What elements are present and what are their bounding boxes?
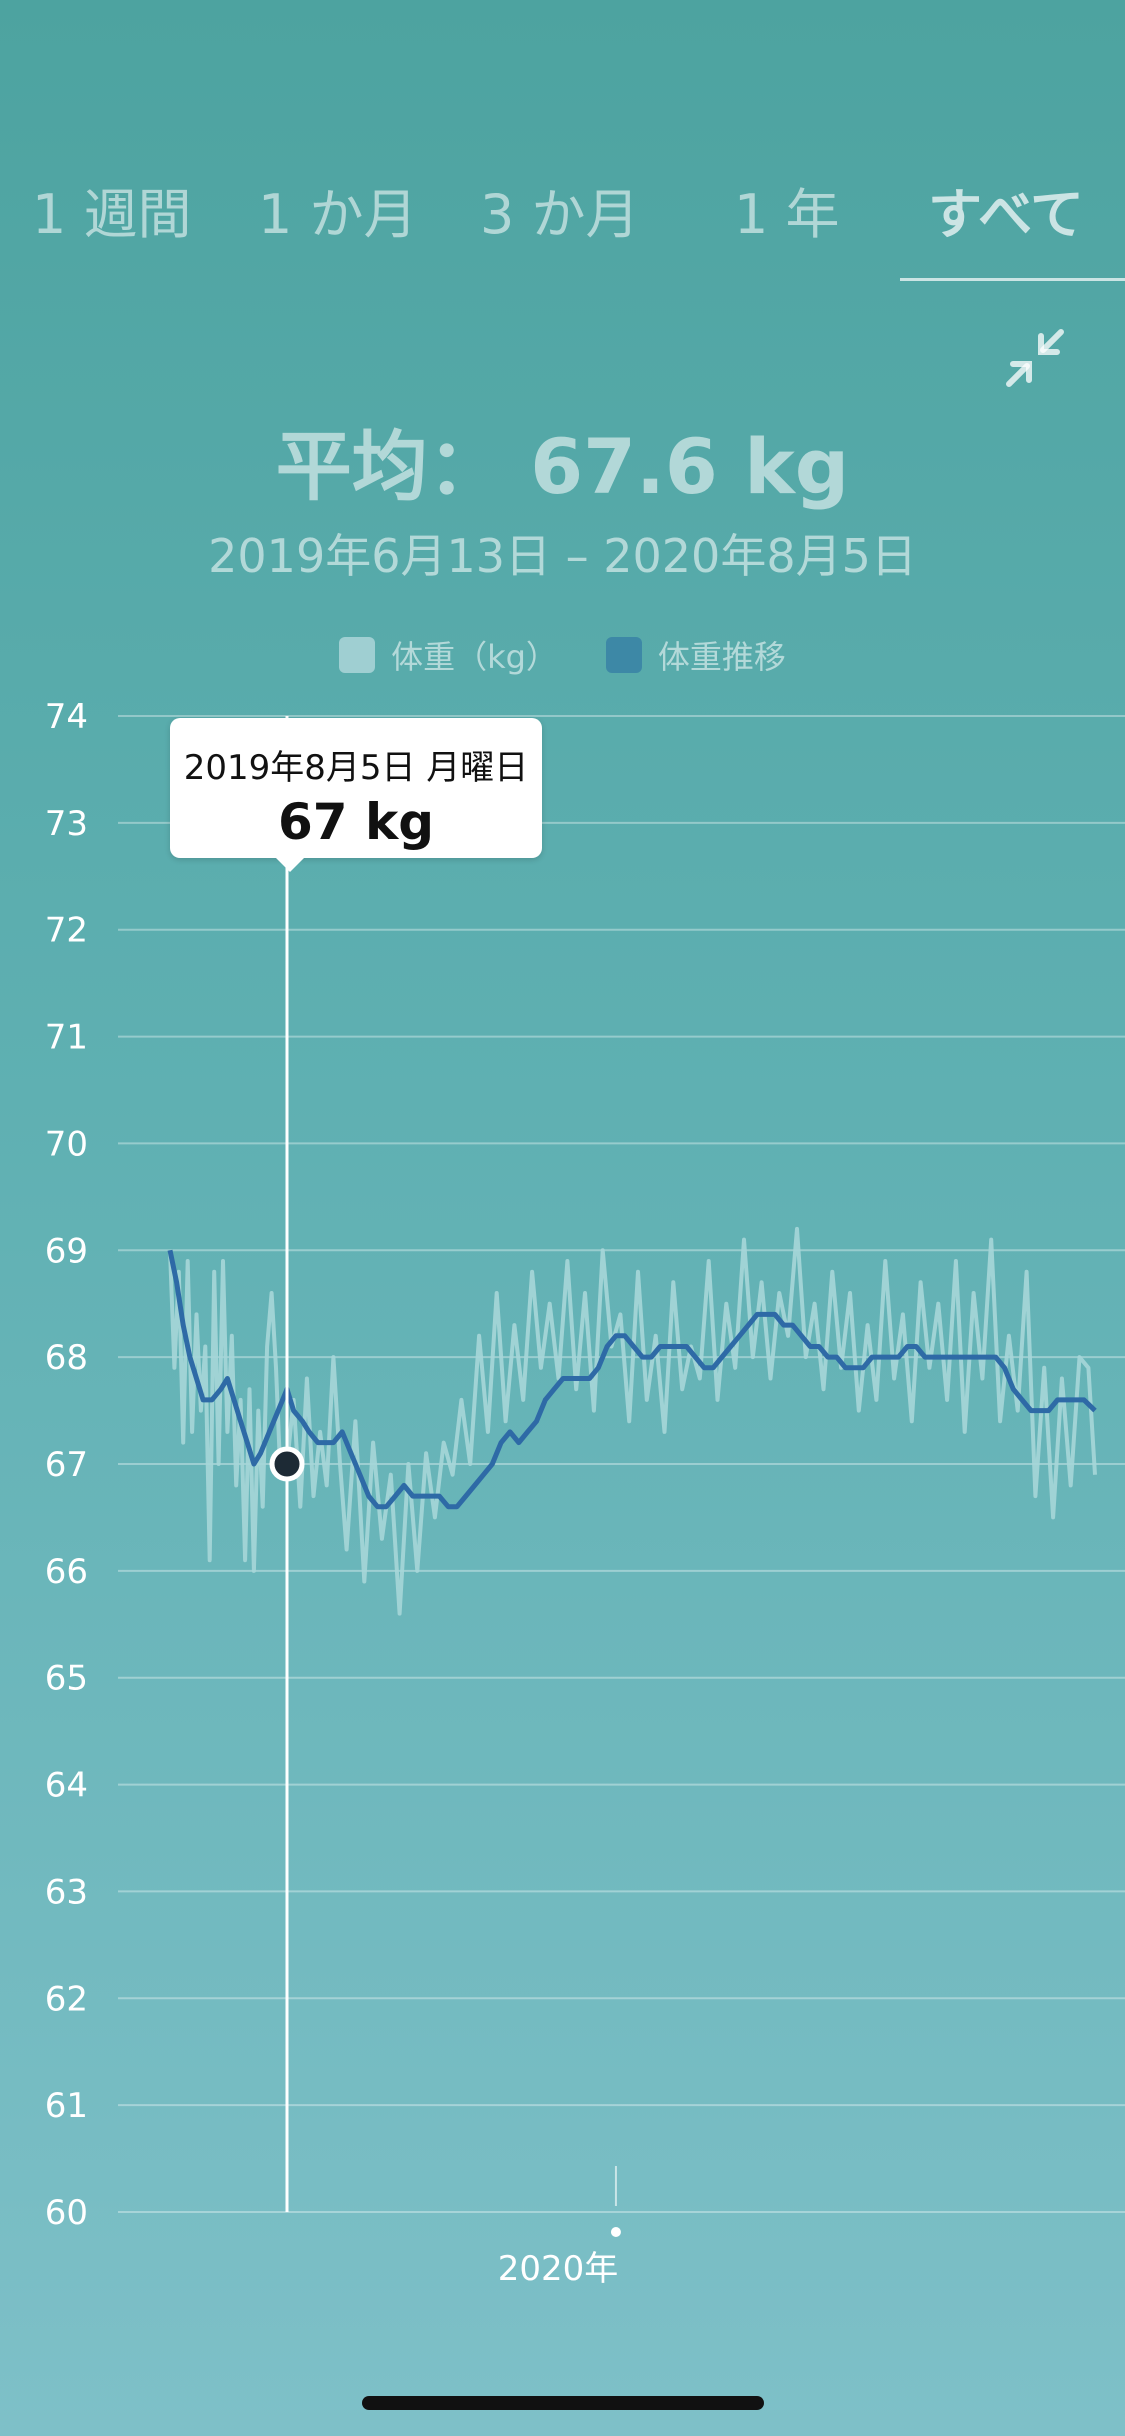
legend-item-raw: 体重（kg）: [339, 632, 558, 678]
y-tick-label-62: 62: [45, 1979, 88, 2019]
legend-label-trend: 体重推移: [657, 638, 786, 676]
legend-label-raw: 体重（kg）: [391, 638, 558, 676]
tab-1-month[interactable]: 1 か月: [258, 183, 418, 246]
y-tick-label-66: 66: [45, 1552, 88, 1592]
legend-swatch-trend: [605, 637, 642, 673]
y-tick-label-63: 63: [45, 1872, 88, 1912]
time-range-tabs: 1 週間 1 か月 3 か月 1 年 すべて: [0, 160, 1125, 281]
tab-3-months[interactable]: 3 か月: [480, 183, 640, 246]
tab-all[interactable]: すべて: [928, 183, 1085, 246]
y-tick-label-73: 73: [45, 804, 88, 844]
selected-point: [269, 1446, 305, 1482]
y-tick-label-64: 64: [45, 1766, 88, 1806]
tooltip-date: 2019年8月5日 月曜日: [183, 748, 529, 788]
average-summary: 平均： 67.6 kg: [275, 422, 850, 511]
legend-item-trend: 体重推移: [605, 632, 786, 678]
y-tick-label-72: 72: [45, 911, 88, 951]
y-tick-label-69: 69: [45, 1231, 88, 1271]
collapse-arrows-icon[interactable]: [1005, 328, 1065, 388]
chart-legend: 体重（kg） 体重推移: [0, 632, 1125, 678]
selection-tooltip: 2019年8月5日 月曜日 67 kg: [170, 718, 542, 872]
y-tick-label-60: 60: [45, 2193, 88, 2233]
tooltip-arrow: [276, 858, 304, 872]
home-indicator[interactable]: [362, 2396, 764, 2410]
y-tick-label-67: 67: [45, 1445, 88, 1485]
y-tick-label-74: 74: [45, 697, 88, 737]
active-tab-underline: [900, 278, 1125, 281]
y-tick-label-65: 65: [45, 1659, 88, 1699]
tooltip-value: 67 kg: [277, 793, 435, 851]
x-tick-dot: [610, 2227, 621, 2237]
y-tick-label-61: 61: [45, 2086, 88, 2126]
series-trend-line: [167, 1249, 1097, 1510]
y-tick-label-70: 70: [45, 1124, 88, 1164]
x-tick-label: 2020年: [498, 2249, 619, 2289]
y-tick-label-71: 71: [45, 1018, 88, 1058]
series-raw-line: [168, 1226, 1097, 1616]
y-tick-label-68: 68: [45, 1338, 88, 1378]
tab-1-week[interactable]: 1 週間: [32, 183, 192, 246]
legend-swatch-raw: [339, 637, 376, 673]
tab-1-year[interactable]: 1 年: [734, 183, 840, 246]
date-range: 2019年6月13日 – 2020年8月5日: [208, 529, 917, 583]
